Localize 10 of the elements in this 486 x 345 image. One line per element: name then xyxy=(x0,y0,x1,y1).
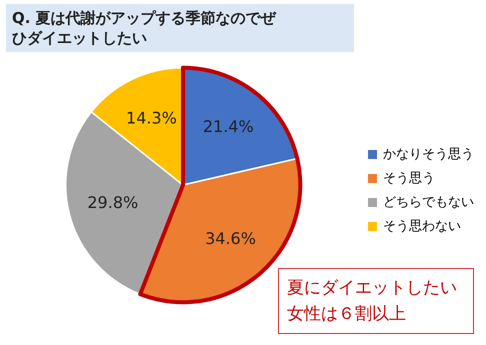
data-label: 14.3% xyxy=(126,108,177,128)
legend-label: かなりそう思う xyxy=(383,146,474,163)
legend-label: そう思う xyxy=(383,170,435,187)
data-label: 21.4% xyxy=(202,117,254,136)
text: 夏にダイエットしたい女性は６割以上 xyxy=(287,277,458,326)
legend-label: どちらでもない xyxy=(383,194,474,211)
chart-title: Q. 夏は代謝がアップする季節なのでぜひダイエットしたい xyxy=(12,8,278,48)
data-label: 34.6% xyxy=(205,229,256,248)
legend-label: そう思わない xyxy=(383,218,461,235)
data-label: 29.8% xyxy=(87,192,138,212)
